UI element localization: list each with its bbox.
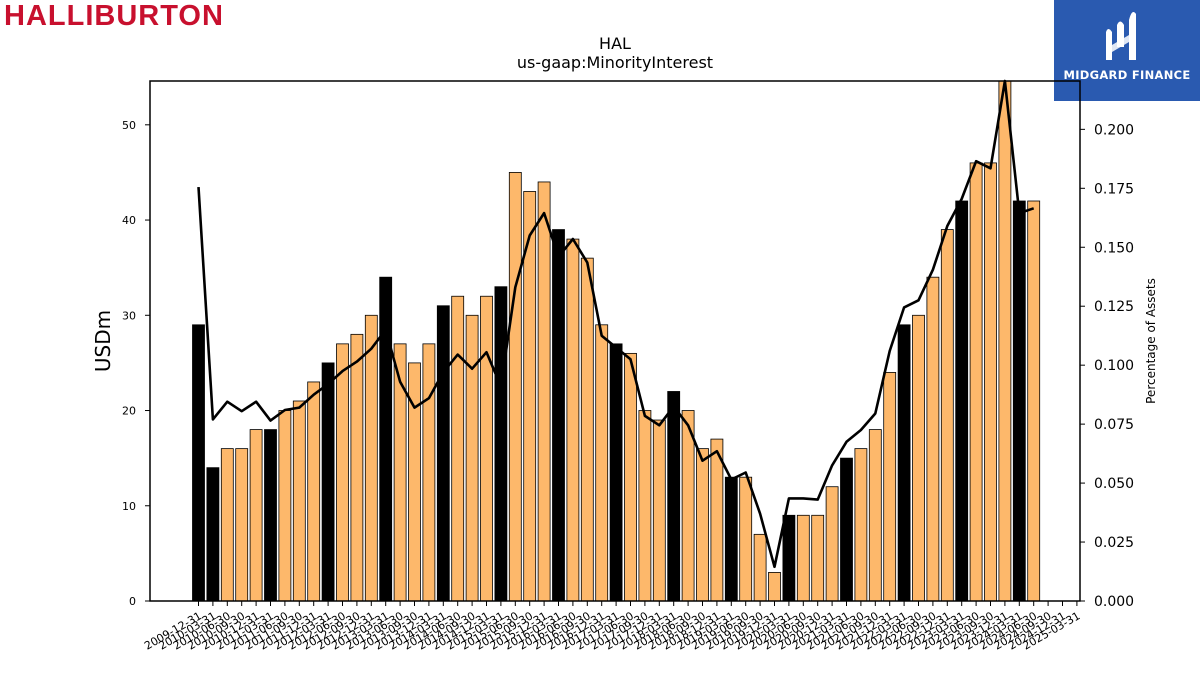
y2-tick-label: 0.150 — [1094, 240, 1134, 256]
bar-2012-09-30 — [350, 333, 364, 602]
y2-tick-label: 0.000 — [1094, 594, 1134, 610]
bar-2011-09-30 — [292, 400, 306, 602]
bar-2021-09-30 — [868, 429, 882, 602]
bar-2014-12-31 — [480, 295, 493, 602]
bar-2024-03-31 — [1012, 200, 1026, 602]
bar-2018-06-30 — [681, 410, 695, 602]
y2-tick-label: 0.200 — [1094, 122, 1134, 138]
bar-2019-03-31 — [724, 476, 738, 602]
bar-2017-06-30 — [624, 352, 637, 602]
y2-tick-label: 0.050 — [1094, 476, 1134, 492]
chart-title: HAL — [599, 34, 631, 53]
plot-frame — [149, 80, 1081, 602]
bar-2020-12-31 — [825, 486, 839, 602]
y-tick-label: 50 — [122, 119, 136, 132]
bar-2013-12-31 — [422, 343, 436, 602]
bar-2010-06-30 — [220, 448, 234, 602]
bar-2012-12-31 — [364, 314, 378, 602]
y-tick-label: 20 — [122, 405, 136, 418]
bar-2024-06-30 — [1027, 200, 1041, 602]
bar-2015-06-30 — [508, 172, 522, 602]
bar-2011-12-31 — [307, 381, 321, 602]
bar-2014-06-30 — [451, 295, 465, 602]
bar-2012-06-30 — [336, 343, 349, 602]
y2-tick-label: 0.175 — [1094, 181, 1134, 197]
y2-tick-label: 0.025 — [1094, 535, 1134, 551]
bar-2022-06-30 — [912, 314, 925, 602]
y2-axis-label: Percentage of Assets — [1144, 278, 1158, 404]
bar-2013-03-31 — [379, 276, 393, 602]
chart-subtitle: us-gaap:MinorityInterest — [517, 53, 713, 72]
y2-tick-label: 0.125 — [1094, 299, 1134, 315]
bar-2010-03-31 — [206, 467, 220, 602]
y-axis-label: USDm — [91, 310, 115, 372]
bar-2014-03-31 — [436, 305, 450, 602]
bar-2023-09-30 — [984, 162, 997, 602]
bar-2012-03-31 — [321, 362, 335, 602]
bar-2017-09-30 — [638, 410, 652, 602]
y-tick-label: 40 — [122, 214, 136, 227]
y2-tick-label: 0.075 — [1094, 417, 1134, 433]
percentage-of-assets-line — [197, 79, 1035, 569]
badge-text: MIDGARD FINANCE — [1063, 68, 1191, 82]
bar-2015-12-31 — [537, 181, 551, 602]
y-tick-label: 0 — [129, 595, 136, 608]
badge-logo-icon — [1106, 12, 1136, 60]
bar-2019-09-30 — [753, 533, 767, 602]
bar-2022-12-31 — [940, 229, 954, 602]
bar-2017-03-31 — [609, 343, 623, 602]
bar-2021-03-31 — [840, 457, 853, 602]
company-logo: HALLIBURTON — [4, 0, 224, 32]
bar-2018-03-31 — [667, 391, 681, 602]
bar-2022-09-30 — [926, 276, 940, 602]
y-tick-label: 30 — [122, 309, 136, 322]
finance-badge: MIDGARD FINANCE — [1054, 0, 1200, 101]
bar-2021-06-30 — [854, 448, 868, 602]
bar-2017-12-31 — [652, 419, 666, 602]
bar-2021-12-31 — [883, 372, 897, 602]
bar-2023-06-30 — [969, 162, 983, 602]
y-tick-label: 10 — [122, 500, 136, 513]
bar-2019-12-31 — [768, 572, 781, 602]
bar-2010-12-31 — [249, 429, 263, 602]
bar-2020-06-30 — [796, 514, 810, 602]
bar-2018-12-31 — [710, 438, 724, 602]
bar-2020-03-31 — [782, 514, 796, 602]
bar-2009-12-31 — [192, 324, 205, 602]
bar-2015-03-31 — [494, 286, 508, 602]
bar-2016-09-30 — [580, 257, 594, 602]
bar-2018-09-30 — [696, 448, 709, 602]
y2-tick-label: 0.100 — [1094, 358, 1134, 374]
bar-2016-06-30 — [566, 238, 580, 602]
bar-2016-12-31 — [595, 324, 609, 602]
bar-2022-03-31 — [897, 324, 911, 602]
bar-2019-06-30 — [739, 476, 753, 602]
bar-2011-03-31 — [264, 429, 277, 602]
bar-2023-03-31 — [955, 200, 969, 602]
bar-2010-09-30 — [235, 448, 249, 602]
bar-2023-12-31 — [998, 80, 1012, 602]
bar-2020-09-30 — [811, 514, 825, 602]
bar-2016-03-31 — [552, 229, 565, 602]
bar-2014-09-30 — [465, 314, 479, 602]
bar-2011-06-30 — [278, 410, 292, 602]
